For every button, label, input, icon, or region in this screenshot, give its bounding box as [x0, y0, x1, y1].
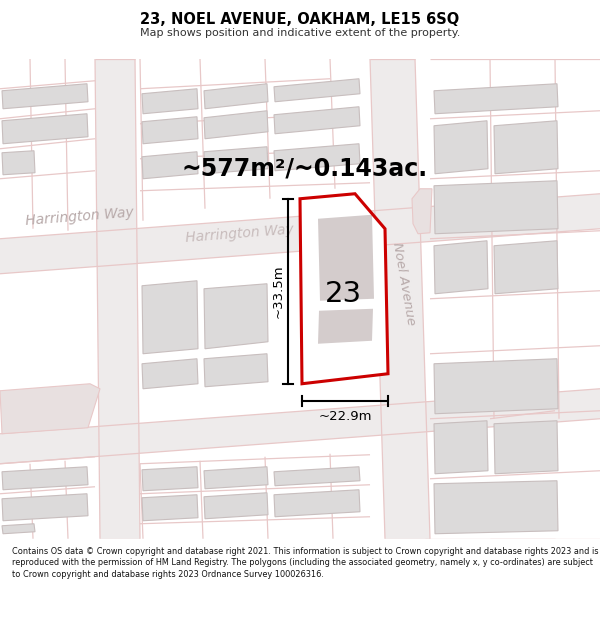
Text: Map shows position and indicative extent of the property.: Map shows position and indicative extent… — [140, 28, 460, 38]
Polygon shape — [2, 494, 88, 521]
Polygon shape — [434, 359, 558, 414]
Polygon shape — [142, 359, 198, 389]
Polygon shape — [0, 389, 600, 464]
Text: 23, NOEL AVENUE, OAKHAM, LE15 6SQ: 23, NOEL AVENUE, OAKHAM, LE15 6SQ — [140, 12, 460, 27]
Text: ~33.5m: ~33.5m — [271, 264, 284, 318]
Polygon shape — [494, 421, 558, 474]
Polygon shape — [318, 309, 373, 344]
Polygon shape — [274, 490, 360, 517]
Polygon shape — [2, 467, 88, 490]
Polygon shape — [274, 144, 360, 171]
Polygon shape — [274, 79, 360, 102]
Polygon shape — [412, 189, 432, 234]
Polygon shape — [2, 84, 88, 109]
Text: ~577m²/~0.143ac.: ~577m²/~0.143ac. — [182, 157, 428, 181]
Polygon shape — [204, 111, 268, 139]
Polygon shape — [95, 59, 140, 539]
Polygon shape — [2, 151, 35, 175]
Polygon shape — [204, 147, 268, 174]
Polygon shape — [494, 121, 558, 174]
Polygon shape — [434, 481, 558, 534]
Text: Noel Avenue: Noel Avenue — [391, 241, 418, 326]
Polygon shape — [434, 181, 558, 234]
Text: Contains OS data © Crown copyright and database right 2021. This information is : Contains OS data © Crown copyright and d… — [12, 547, 598, 579]
Polygon shape — [274, 467, 360, 486]
Polygon shape — [142, 467, 198, 491]
Polygon shape — [142, 495, 198, 521]
Polygon shape — [142, 89, 198, 114]
Polygon shape — [204, 467, 268, 489]
Polygon shape — [274, 107, 360, 134]
Polygon shape — [142, 152, 198, 179]
Text: ~22.9m: ~22.9m — [318, 410, 372, 423]
Polygon shape — [0, 194, 600, 274]
Text: 23: 23 — [325, 280, 362, 308]
Polygon shape — [0, 384, 100, 434]
Polygon shape — [434, 121, 488, 174]
Polygon shape — [434, 241, 488, 294]
Polygon shape — [204, 84, 268, 109]
Text: Harrington Way: Harrington Way — [185, 222, 295, 245]
Polygon shape — [142, 281, 198, 354]
Polygon shape — [204, 354, 268, 387]
Text: Harrington Way: Harrington Way — [25, 206, 134, 228]
Polygon shape — [434, 421, 488, 474]
Polygon shape — [370, 59, 430, 539]
Polygon shape — [434, 84, 558, 114]
Polygon shape — [318, 215, 374, 301]
Polygon shape — [2, 524, 35, 534]
Polygon shape — [300, 194, 388, 384]
Polygon shape — [2, 114, 88, 144]
Polygon shape — [204, 492, 268, 519]
Polygon shape — [494, 241, 558, 294]
Polygon shape — [142, 117, 198, 144]
Polygon shape — [204, 284, 268, 349]
